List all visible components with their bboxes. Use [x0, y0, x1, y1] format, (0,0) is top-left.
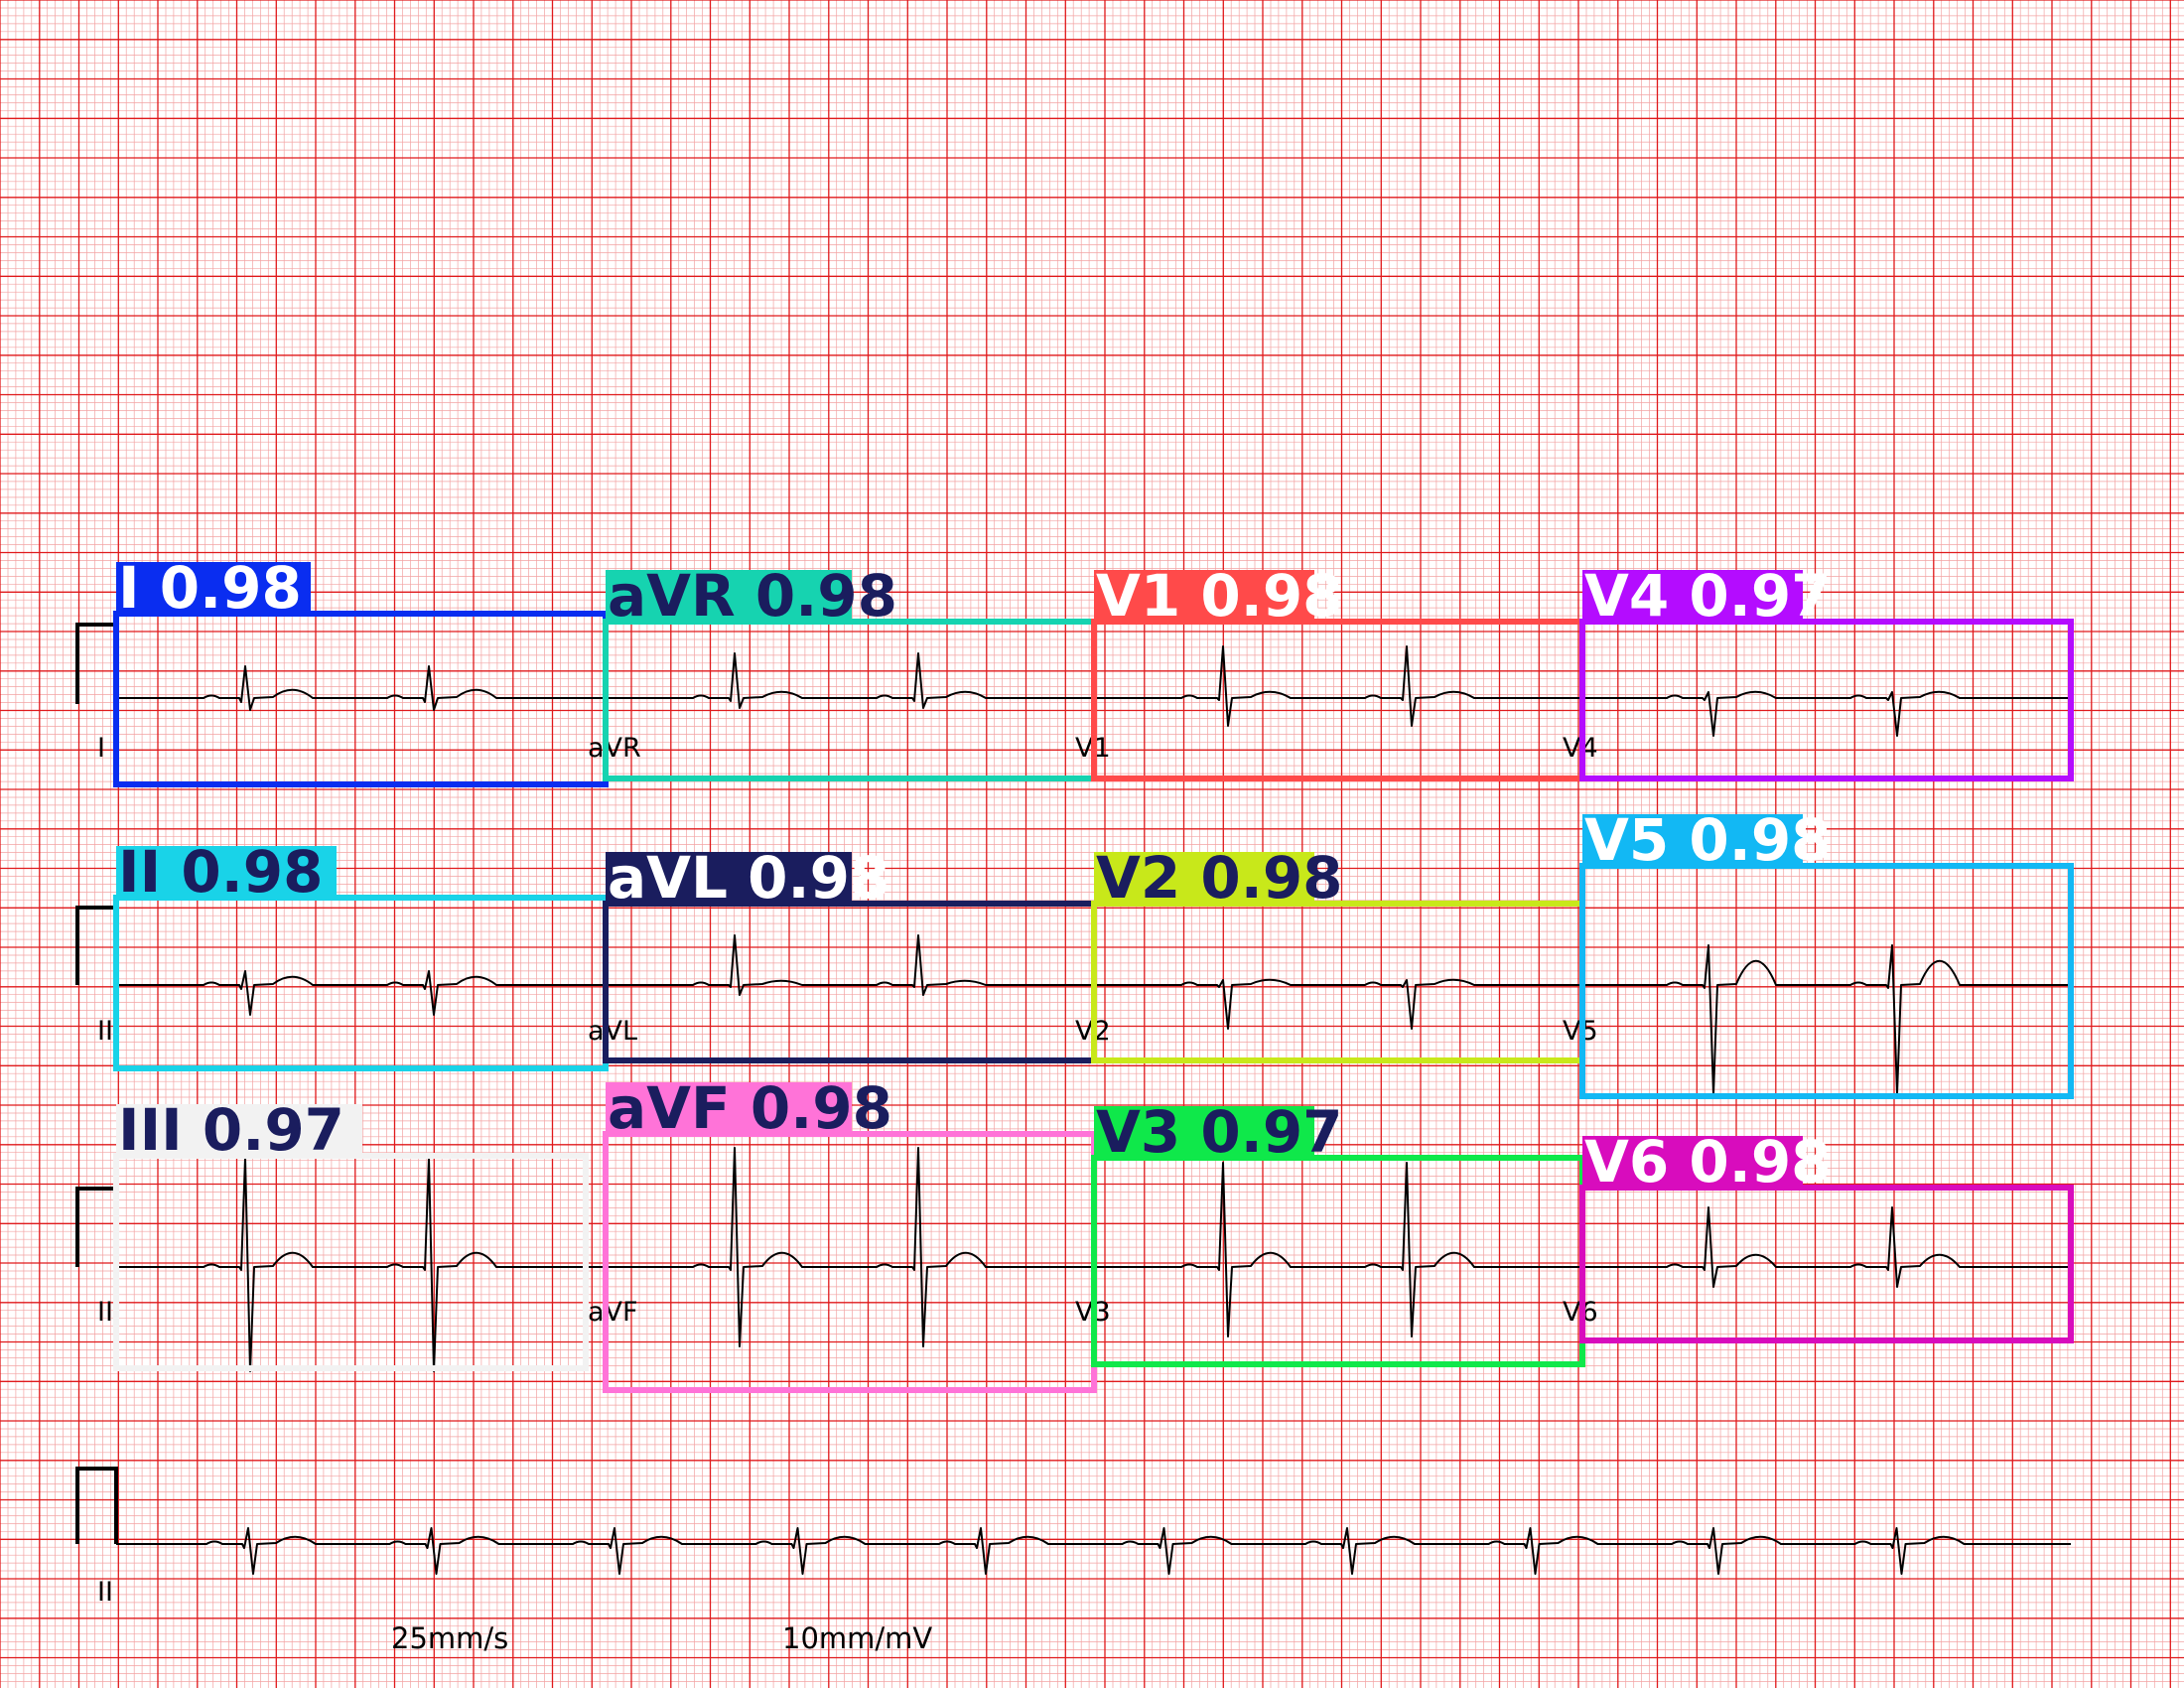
- detection-tag-bg-V4: [1582, 570, 1803, 622]
- detection-label-V2: V2 0.98: [1096, 844, 1343, 912]
- trace-aVR: [606, 652, 1094, 709]
- detection-label-II: II 0.98: [118, 838, 323, 906]
- detection-label-V6: V6 0.98: [1584, 1128, 1832, 1196]
- detection-box-V5: [1579, 863, 2074, 1099]
- detection-label-aVR: aVR 0.98: [608, 562, 897, 630]
- lead-label-aVR: aVR: [588, 733, 641, 764]
- detection-box-III: [113, 1153, 589, 1371]
- trace-V3: [1094, 1162, 1582, 1337]
- detection-aVR: aVR 0.98: [603, 562, 1097, 781]
- detection-II: II 0.98: [113, 838, 609, 1071]
- lead-label-rhythm-II: II: [97, 1577, 113, 1608]
- detection-V1: V1 0.98: [1091, 562, 1585, 781]
- trace-III: [116, 1157, 606, 1372]
- detection-aVL: aVL 0.98: [603, 844, 1097, 1063]
- detection-label-aVF: aVF 0.98: [608, 1074, 892, 1142]
- trace-I: [116, 665, 606, 711]
- lead-label-I: I: [97, 733, 105, 764]
- lead-label-II: II: [97, 1016, 113, 1047]
- detection-tag-bg-I: [116, 562, 311, 614]
- detection-tag-bg-V3: [1094, 1106, 1314, 1158]
- gain-label: 10mm/mV: [782, 1621, 932, 1655]
- detection-label-V5: V5 0.98: [1584, 806, 1832, 874]
- detection-III: III 0.97: [113, 1096, 589, 1371]
- detection-box-V1: [1091, 619, 1585, 781]
- detection-tag-bg-II: [116, 846, 337, 898]
- detection-tag-bg-V6: [1582, 1136, 1803, 1188]
- detection-box-V6: [1579, 1185, 2074, 1343]
- detection-V5: V5 0.98: [1579, 806, 2074, 1099]
- trace-rhythm-II: [116, 1527, 2071, 1575]
- paper-speed-label: 25mm/s: [391, 1621, 508, 1655]
- lead-detection-boxes: I 0.98 aVR 0.98 V1 0.98 V4 0.97 II 0.98 aVL 0…: [113, 554, 2074, 1393]
- trace-V6: [1582, 1206, 2071, 1288]
- detection-V2: V2 0.98: [1091, 844, 1585, 1063]
- detection-label-V3: V3 0.97: [1096, 1098, 1343, 1166]
- detection-label-V1: V1 0.98: [1096, 562, 1343, 630]
- detection-I: I 0.98: [113, 554, 609, 787]
- detection-label-I: I 0.98: [118, 554, 302, 622]
- detection-tag-bg-aVR: [606, 570, 852, 622]
- trace-V5: [1582, 944, 2071, 1095]
- detection-V4: V4 0.97: [1579, 562, 2074, 781]
- calibration-pulse: [75, 1467, 118, 1544]
- detection-tag-bg-V5: [1582, 814, 1803, 866]
- trace-aVL: [606, 934, 1094, 996]
- detection-label-V4: V4 0.97: [1584, 562, 1832, 630]
- lead-label-aVL: aVL: [588, 1016, 637, 1047]
- detection-V6: V6 0.98: [1579, 1128, 2074, 1343]
- detection-label-III: III 0.97: [118, 1096, 344, 1164]
- detection-box-V3: [1091, 1155, 1585, 1367]
- detection-tag-bg-V2: [1094, 852, 1314, 904]
- detection-label-aVL: aVL 0.98: [608, 844, 889, 912]
- detection-tag-bg-aVL: [606, 852, 852, 904]
- detection-box-V2: [1091, 901, 1585, 1063]
- trace-II: [116, 970, 606, 1016]
- ecg-traces: [116, 645, 2071, 1575]
- detection-box-V4: [1579, 619, 2074, 781]
- detection-tag-bg-V1: [1094, 570, 1314, 622]
- lead-label-aVF: aVF: [588, 1297, 638, 1328]
- trace-V4: [1582, 690, 2071, 737]
- trace-V2: [1094, 978, 1582, 1030]
- trace-aVF: [606, 1147, 1094, 1347]
- detection-tag-bg-aVF: [606, 1082, 852, 1134]
- trace-V1: [1094, 645, 1582, 727]
- detection-tag-bg-III: [116, 1104, 362, 1156]
- detection-V3: V3 0.97: [1091, 1098, 1585, 1367]
